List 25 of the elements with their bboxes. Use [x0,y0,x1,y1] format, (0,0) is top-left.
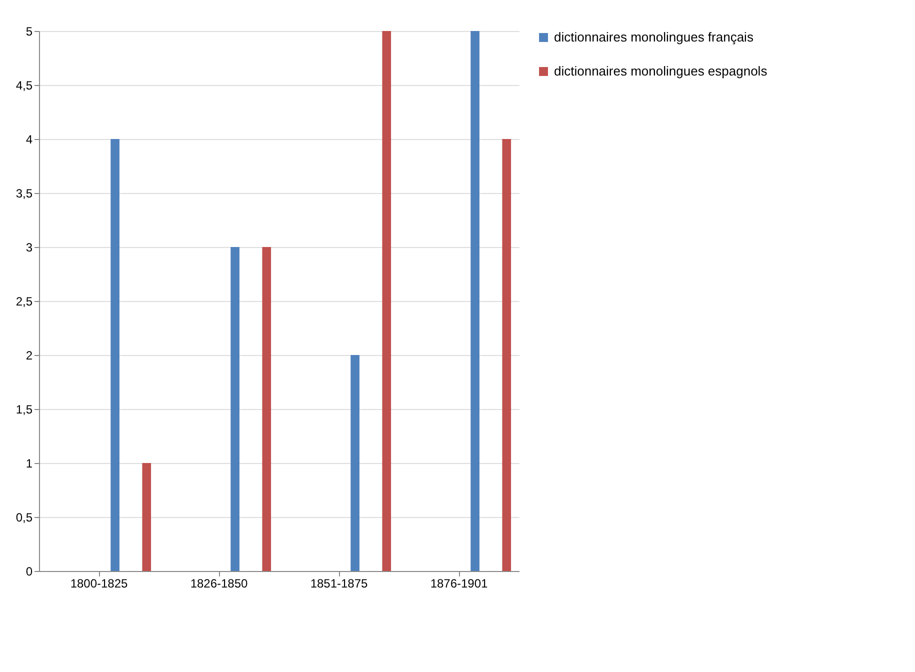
y-tick-label: 1 [26,456,33,470]
bar [470,31,480,571]
x-tick-label: 1876-1901 [430,576,488,590]
bar [382,31,392,571]
x-tick-label: 1826-1850 [190,576,248,590]
y-tick-label: 4 [26,132,33,146]
y-tick-label: 2 [26,348,33,362]
y-tick-label: 1,5 [16,402,33,416]
legend-label: dictionnaires monolingues français [554,30,754,44]
y-tick-label: 4,5 [16,78,33,92]
bar [110,139,120,571]
y-tick-label: 3,5 [16,186,33,200]
bar [142,463,152,571]
x-tick-label: 1800-1825 [70,576,128,590]
legend-label: dictionnaires monolingues espagnols [554,64,768,78]
bar [262,247,272,571]
bar [230,247,240,571]
y-tick-label: 0 [26,564,33,578]
y-tick-label: 5 [26,24,33,38]
bar [502,139,512,571]
y-tick-label: 3 [26,240,33,254]
y-tick-label: 2,5 [16,294,33,308]
x-tick-label: 1851-1875 [310,576,368,590]
y-tick-label: 0,5 [16,510,33,524]
bar [350,355,360,571]
